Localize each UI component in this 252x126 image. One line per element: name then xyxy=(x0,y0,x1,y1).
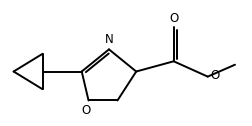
Text: N: N xyxy=(105,33,113,46)
Text: O: O xyxy=(81,104,90,117)
Text: O: O xyxy=(210,69,220,82)
Text: O: O xyxy=(169,11,178,25)
